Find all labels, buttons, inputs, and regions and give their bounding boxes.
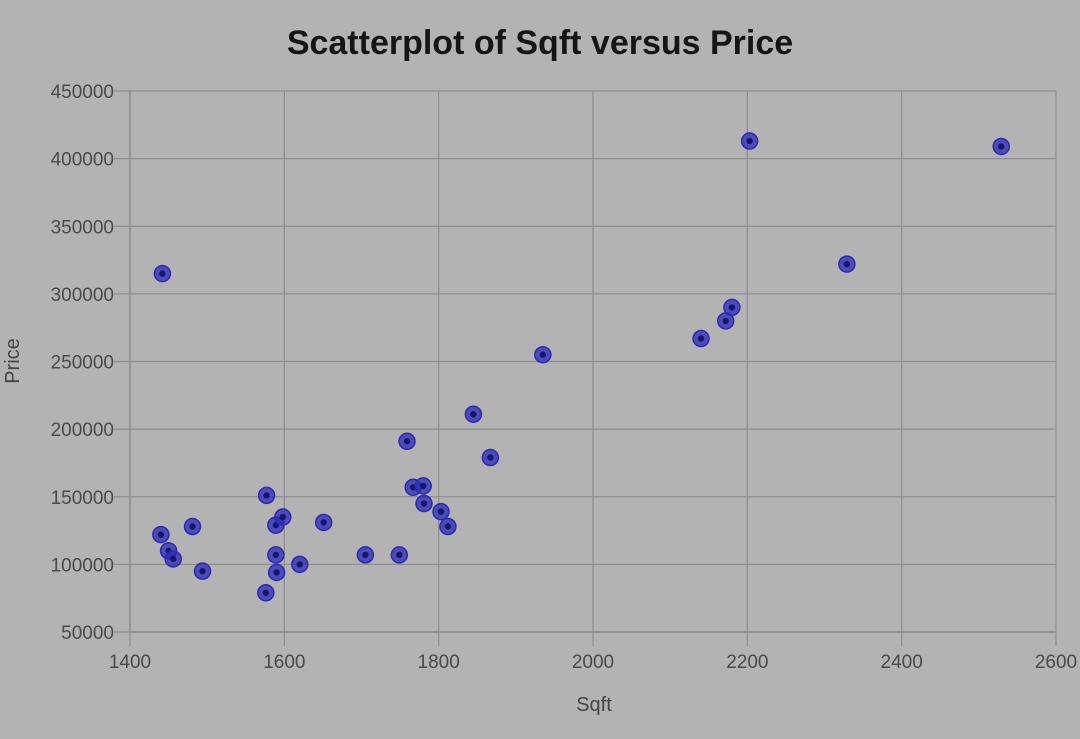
data-point [193, 562, 212, 580]
y-tick-label: 250000 [51, 353, 114, 374]
data-point [414, 477, 432, 495]
data-point [267, 563, 286, 582]
data-point [291, 555, 309, 574]
data-point [164, 550, 182, 568]
data-point [992, 137, 1010, 156]
y-tick-label: 100000 [51, 555, 114, 576]
data-point [415, 494, 433, 513]
data-point [692, 329, 710, 348]
chart-title: Scatterplot of Sqft versus Price [287, 24, 793, 62]
data-point [534, 345, 552, 364]
data-point [390, 546, 409, 564]
data-point [356, 546, 375, 564]
y-tick-label: 200000 [51, 420, 114, 441]
data-point [257, 584, 275, 602]
y-tick-labels: 50000 100000 150000 200000 250000 300000 35000… [51, 82, 114, 644]
y-tick-label: 400000 [51, 150, 114, 171]
y-tick-label: 350000 [51, 217, 114, 238]
x-tick-label: 2200 [726, 652, 768, 673]
x-tick-label: 2000 [572, 652, 614, 673]
data-point [152, 525, 170, 544]
data-point [439, 517, 457, 536]
x-axis-label: Sqft [576, 694, 612, 716]
data-point [267, 546, 285, 564]
data-point [481, 448, 500, 467]
data-point [838, 255, 856, 273]
data-point [153, 264, 172, 283]
data-point [464, 405, 483, 423]
x-tick-label: 2400 [881, 652, 923, 673]
x-tick-label: 1400 [109, 652, 151, 673]
x-tick-label: 1600 [263, 652, 305, 673]
y-axis-label: Price [2, 338, 24, 384]
data-point [723, 298, 741, 317]
data-point [314, 513, 333, 532]
data-point [257, 486, 276, 505]
data-point [432, 502, 450, 521]
data-points [152, 132, 1010, 602]
x-tick-labels: 1400 1600 1800 2000 2200 2400 2600 [109, 652, 1077, 673]
y-tick-label: 50000 [61, 623, 114, 644]
y-tick-label: 450000 [51, 82, 114, 103]
x-tick-label: 1800 [418, 652, 460, 673]
data-point [740, 132, 759, 150]
data-point [274, 508, 292, 526]
data-point [183, 517, 202, 536]
y-tick-label: 150000 [51, 488, 114, 509]
data-point [398, 432, 416, 451]
x-tick-label: 2600 [1035, 652, 1077, 673]
y-tick-label: 300000 [51, 285, 114, 306]
axes [129, 91, 1056, 633]
